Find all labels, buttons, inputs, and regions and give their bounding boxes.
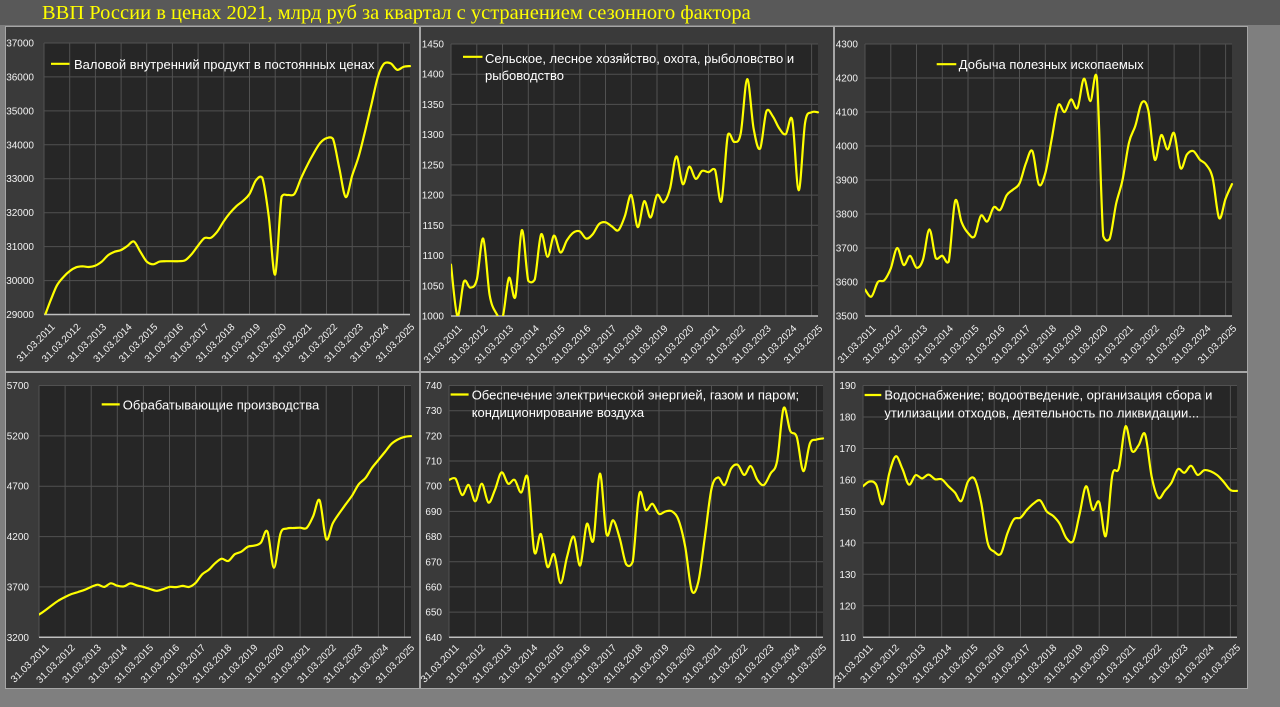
svg-text:140: 140: [839, 538, 856, 549]
svg-text:Обеспечение электрической энер: Обеспечение электрической энергией, газо…: [472, 388, 799, 403]
svg-text:1350: 1350: [422, 100, 445, 111]
svg-text:3500: 3500: [836, 312, 859, 323]
svg-text:650: 650: [425, 608, 442, 619]
svg-text:4100: 4100: [836, 108, 859, 119]
svg-text:Добыча полезных ископаемых: Добыча полезных ископаемых: [959, 57, 1144, 72]
svg-text:рыбоводство: рыбоводство: [485, 68, 564, 83]
svg-text:4700: 4700: [7, 482, 30, 493]
svg-text:3800: 3800: [836, 210, 859, 221]
svg-text:730: 730: [425, 406, 442, 417]
svg-text:1450: 1450: [422, 40, 445, 51]
svg-text:160: 160: [839, 475, 856, 486]
svg-text:180: 180: [839, 413, 856, 424]
svg-text:150: 150: [839, 507, 856, 518]
svg-text:690: 690: [425, 507, 442, 518]
svg-text:5200: 5200: [7, 431, 30, 442]
svg-text:Сельское, лесное хозяйство, ох: Сельское, лесное хозяйство, охота, рыбол…: [485, 51, 794, 66]
svg-text:3600: 3600: [836, 278, 859, 289]
svg-text:1300: 1300: [422, 130, 445, 141]
svg-text:4200: 4200: [836, 74, 859, 85]
svg-text:33000: 33000: [6, 174, 34, 185]
svg-text:3700: 3700: [7, 582, 30, 593]
svg-text:3900: 3900: [836, 176, 859, 187]
svg-text:кондиционирование воздуха: кондиционирование воздуха: [472, 405, 645, 420]
svg-text:31000: 31000: [6, 242, 34, 253]
svg-text:1200: 1200: [422, 191, 445, 202]
svg-text:Водоснабжение; водоотведение,: Водоснабжение; водоотведение, организаци…: [884, 388, 1212, 403]
svg-text:640: 640: [425, 633, 442, 644]
svg-text:1050: 1050: [422, 281, 445, 292]
svg-text:4000: 4000: [836, 142, 859, 153]
svg-text:1100: 1100: [422, 251, 444, 262]
svg-text:3200: 3200: [7, 633, 30, 644]
svg-text:1150: 1150: [422, 221, 444, 232]
svg-text:35000: 35000: [6, 106, 34, 117]
svg-text:30000: 30000: [6, 276, 34, 287]
svg-text:670: 670: [425, 557, 442, 568]
svg-text:1400: 1400: [422, 70, 445, 81]
svg-text:4200: 4200: [7, 532, 30, 543]
svg-text:4300: 4300: [836, 40, 859, 51]
svg-text:190: 190: [839, 381, 856, 392]
svg-text:110: 110: [840, 633, 856, 644]
svg-text:740: 740: [425, 381, 442, 392]
svg-text:Обрабатывающие производства: Обрабатывающие производства: [123, 397, 320, 412]
svg-text:170: 170: [839, 444, 856, 455]
svg-text:Валовой внутренний продукт в п: Валовой внутренний продукт в постоянных …: [74, 57, 375, 72]
svg-text:утилизации отходов, деятельнос: утилизации отходов, деятельность по ликв…: [884, 406, 1199, 421]
svg-text:660: 660: [425, 582, 442, 593]
svg-text:37000: 37000: [6, 39, 34, 50]
svg-text:29000: 29000: [6, 310, 34, 321]
svg-text:36000: 36000: [6, 72, 34, 83]
svg-text:720: 720: [425, 431, 442, 442]
svg-text:120: 120: [839, 601, 856, 612]
svg-text:34000: 34000: [6, 140, 34, 151]
svg-text:1250: 1250: [422, 160, 445, 171]
svg-text:32000: 32000: [6, 208, 34, 219]
svg-text:3700: 3700: [836, 244, 859, 255]
svg-text:130: 130: [839, 570, 856, 581]
svg-text:1000: 1000: [422, 312, 445, 323]
svg-text:5700: 5700: [7, 381, 30, 392]
svg-text:710: 710: [425, 457, 442, 468]
svg-text:680: 680: [425, 532, 442, 543]
svg-text:700: 700: [425, 482, 442, 493]
